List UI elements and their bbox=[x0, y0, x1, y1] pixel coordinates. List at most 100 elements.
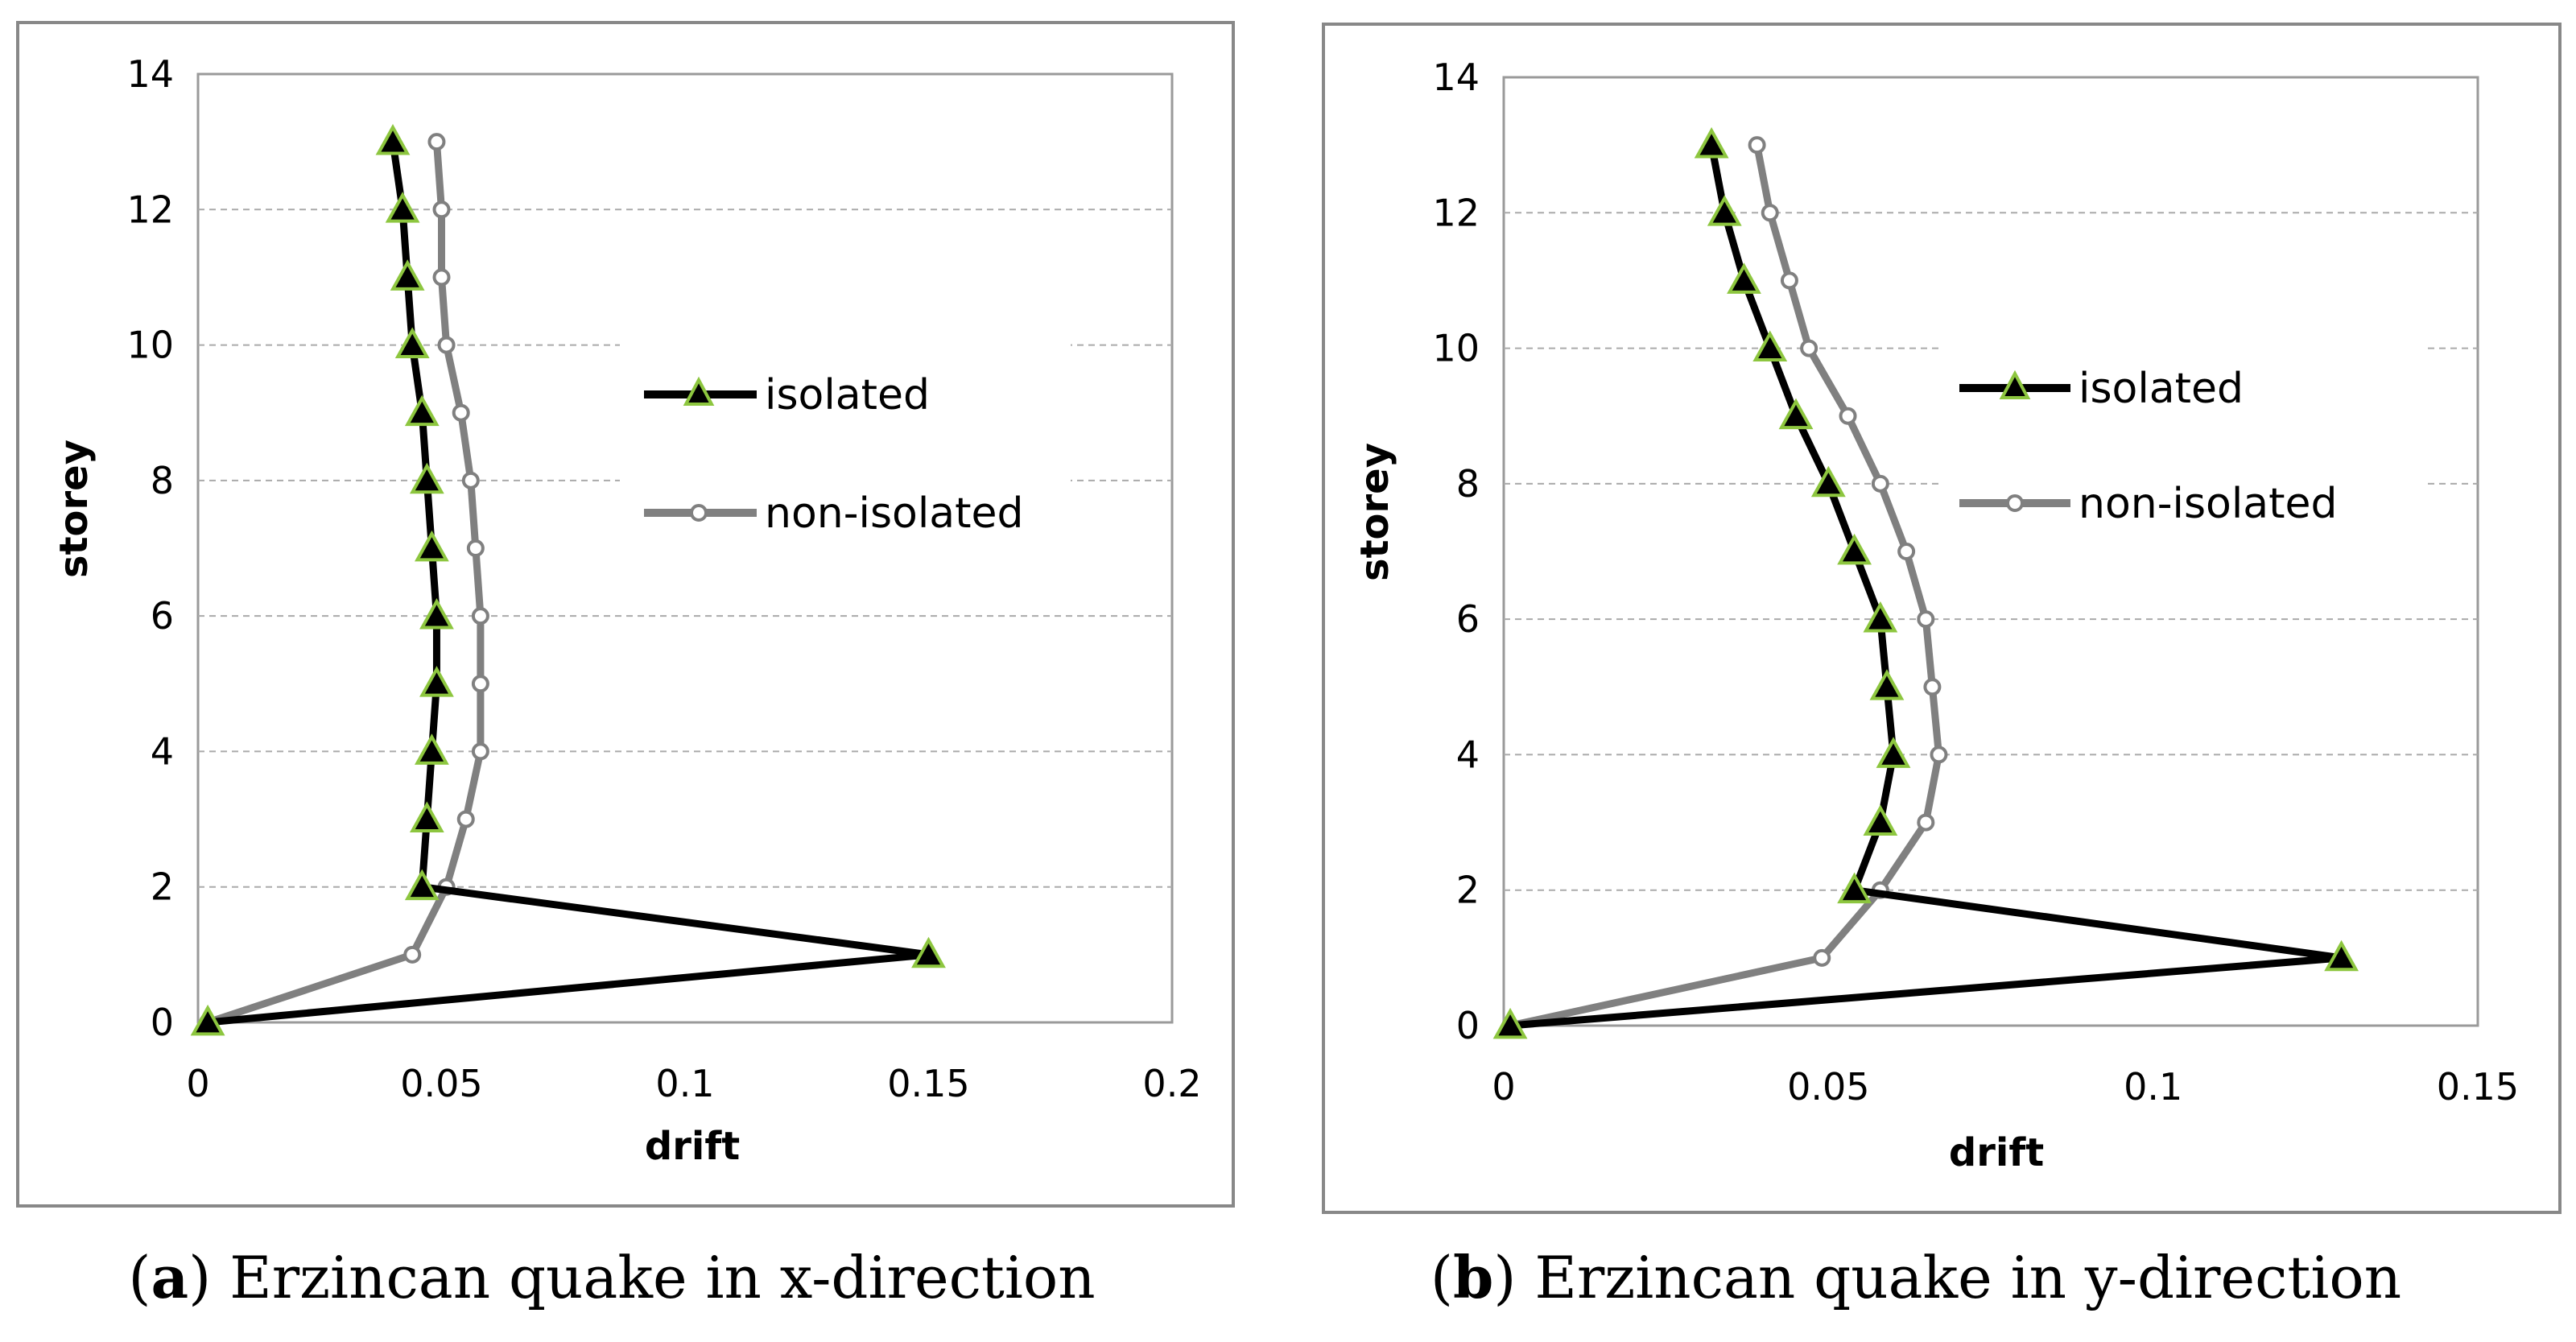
caption-a-text: ) Erzincan quake in x-direction bbox=[188, 1244, 1095, 1311]
x-tick-label: 0.15 bbox=[887, 1062, 969, 1105]
data-point-isolated bbox=[415, 733, 449, 765]
x-tick-label: 0.1 bbox=[655, 1062, 714, 1105]
data-point-nonisolated bbox=[432, 268, 451, 287]
y-tick-label: 6 bbox=[1456, 597, 1480, 641]
chart-b-plot-area bbox=[1502, 76, 2479, 1027]
data-point-isolated bbox=[1727, 262, 1761, 294]
x-tick-label: 0.05 bbox=[400, 1062, 482, 1105]
legend-a-isolated-marker bbox=[683, 376, 715, 406]
y-tick-label: 6 bbox=[151, 594, 174, 638]
data-point-nonisolated bbox=[471, 675, 489, 693]
data-point-nonisolated bbox=[1748, 136, 1766, 155]
y-tick-label: 14 bbox=[126, 52, 174, 96]
data-point-isolated bbox=[415, 530, 449, 562]
chart-b-y-tick-labels: 0 2 4 6 8 10 12 14 bbox=[1432, 56, 1480, 1047]
legend-b-isolated-label: isolated bbox=[2079, 365, 2244, 413]
chart-a-legend: isolated non-isolated bbox=[620, 338, 1071, 547]
legend-b-isolated-marker bbox=[1999, 370, 2031, 399]
series-line-nonisolated bbox=[204, 138, 485, 1026]
data-point-isolated bbox=[385, 192, 420, 223]
chart-b-y-axis-label: storey bbox=[1352, 443, 1397, 581]
data-point-isolated bbox=[375, 124, 411, 155]
legend-a-isolated-label: isolated bbox=[765, 371, 930, 419]
x-tick-label: 0 bbox=[1492, 1065, 1515, 1109]
figure-panel-b: 0 0.05 0.1 0.15 0 2 4 6 8 10 12 14 drift storey is… bbox=[1304, 0, 2576, 1338]
data-point-isolated bbox=[190, 1004, 225, 1036]
data-point-nonisolated bbox=[1917, 813, 1935, 832]
legend-a-nonisolated-marker bbox=[690, 504, 708, 522]
chart-b-x-axis-label: drift bbox=[1949, 1130, 2044, 1175]
chart-b-series bbox=[1492, 127, 2359, 1039]
y-tick-label: 14 bbox=[1432, 56, 1480, 99]
data-point-nonisolated bbox=[427, 133, 446, 151]
data-point-nonisolated bbox=[471, 742, 489, 761]
legend-b-nonisolated-label: non-isolated bbox=[2079, 480, 2338, 528]
data-point-isolated bbox=[1707, 195, 1742, 226]
legend-b-nonisolated-marker bbox=[2006, 494, 2024, 512]
chart-b-legend: isolated non-isolated bbox=[1940, 322, 2423, 547]
data-point-nonisolated bbox=[1800, 339, 1818, 357]
data-point-isolated bbox=[419, 666, 454, 697]
legend-a-nonisolated-label: non-isolated bbox=[765, 489, 1024, 538]
chart-b-frame bbox=[1322, 23, 2562, 1214]
data-point-isolated bbox=[1492, 1007, 1528, 1039]
data-point-isolated bbox=[390, 259, 425, 291]
data-point-isolated bbox=[1837, 533, 1872, 565]
data-point-nonisolated bbox=[432, 200, 451, 219]
data-point-isolated bbox=[1837, 872, 1872, 904]
data-point-nonisolated bbox=[1761, 204, 1779, 222]
chart-a-series bbox=[190, 124, 946, 1036]
data-point-isolated bbox=[1694, 127, 1729, 159]
caption-b: (b) Erzincan quake in y-direction bbox=[1430, 1243, 2401, 1311]
y-tick-label: 4 bbox=[1456, 733, 1480, 776]
data-point-isolated bbox=[1778, 398, 1814, 430]
figure-panel-a: 0 0.05 0.1 0.15 0.2 0 2 4 6 8 10 12 14 drift storey… bbox=[0, 0, 1256, 1338]
series-line-nonisolated bbox=[1506, 141, 1942, 1030]
caption-a-letter: a bbox=[151, 1243, 189, 1311]
chart-a-plot-area bbox=[196, 72, 1174, 1024]
y-tick-label: 10 bbox=[126, 324, 174, 367]
data-point-nonisolated bbox=[1871, 474, 1889, 493]
x-tick-label: 0.05 bbox=[1787, 1065, 1869, 1109]
data-point-isolated bbox=[1863, 804, 1898, 836]
chart-a-svg: 0 0.05 0.1 0.15 0.2 0 2 4 6 8 10 12 14 drift storey… bbox=[16, 21, 1235, 1311]
data-point-nonisolated bbox=[1923, 678, 1942, 696]
data-point-nonisolated bbox=[437, 336, 456, 354]
data-point-isolated bbox=[911, 936, 946, 968]
data-point-nonisolated bbox=[471, 607, 489, 626]
x-tick-label: 0.15 bbox=[2437, 1065, 2519, 1109]
x-tick-label: 0 bbox=[186, 1062, 209, 1105]
chart-a-x-axis-label: drift bbox=[645, 1124, 740, 1169]
data-point-nonisolated bbox=[1839, 407, 1857, 425]
y-tick-label: 8 bbox=[1456, 462, 1480, 506]
data-point-nonisolated bbox=[466, 539, 485, 557]
y-tick-label: 2 bbox=[1456, 869, 1480, 912]
y-tick-label: 2 bbox=[151, 865, 174, 909]
data-point-nonisolated bbox=[461, 471, 480, 489]
data-point-isolated bbox=[1863, 601, 1898, 633]
chart-b-x-tick-labels: 0 0.05 0.1 0.15 bbox=[1492, 1065, 2519, 1109]
y-tick-label: 0 bbox=[1456, 1004, 1480, 1047]
data-point-nonisolated bbox=[403, 945, 422, 964]
x-tick-label: 0.2 bbox=[1142, 1062, 1201, 1105]
y-tick-label: 10 bbox=[1432, 327, 1480, 370]
data-point-isolated bbox=[1869, 669, 1905, 700]
chart-b-svg: 0 0.05 0.1 0.15 0 2 4 6 8 10 12 14 drift storey is… bbox=[1322, 23, 2562, 1311]
data-point-isolated bbox=[404, 869, 440, 901]
data-point-nonisolated bbox=[1780, 271, 1798, 290]
x-tick-label: 0.1 bbox=[2124, 1065, 2182, 1109]
caption-a: (a) Erzincan quake in x-direction bbox=[128, 1243, 1095, 1311]
data-point-isolated bbox=[409, 462, 444, 494]
y-tick-label: 0 bbox=[151, 1001, 174, 1044]
data-point-nonisolated bbox=[1917, 610, 1935, 629]
caption-b-text: ) Erzincan quake in y-direction bbox=[1493, 1244, 2401, 1311]
chart-a-x-tick-labels: 0 0.05 0.1 0.15 0.2 bbox=[186, 1062, 1201, 1105]
data-point-nonisolated bbox=[1813, 948, 1831, 967]
data-point-nonisolated bbox=[452, 403, 470, 422]
data-point-isolated bbox=[404, 394, 440, 427]
y-tick-label: 12 bbox=[1432, 191, 1480, 234]
y-tick-label: 8 bbox=[151, 459, 174, 502]
data-point-nonisolated bbox=[456, 810, 475, 828]
y-tick-label: 12 bbox=[126, 188, 174, 231]
chart-a-y-tick-labels: 0 2 4 6 8 10 12 14 bbox=[126, 52, 174, 1044]
